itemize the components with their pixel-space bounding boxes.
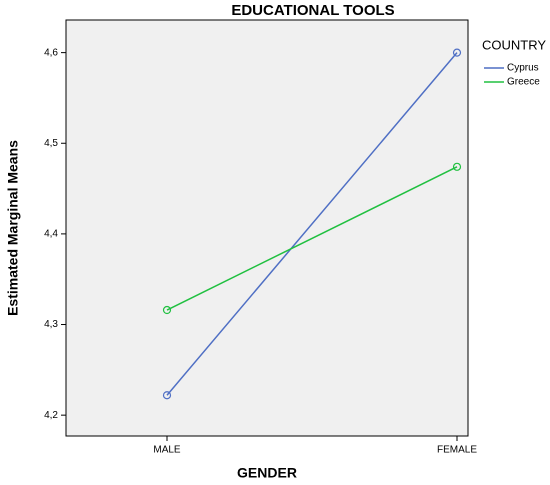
y-tick-label: 4,6 [44, 47, 58, 58]
point-marker [162, 305, 172, 315]
y-tick-label: 4,4 [44, 229, 58, 240]
point-marker [452, 162, 462, 171]
legend-title: COUNTRY [482, 37, 546, 52]
series-line [166, 166, 458, 311]
x-tick-label: FEMALE [437, 445, 477, 456]
point-marker [452, 48, 462, 57]
plot-area [65, 19, 469, 437]
y-tick-label: 4,2 [44, 410, 58, 421]
chart-title: EDUCATIONAL TOOLS [231, 2, 394, 19]
legend-label: Greece [507, 77, 540, 88]
y-axis-title: Estimated Marginal Means [5, 140, 21, 316]
point-marker [162, 391, 172, 400]
series-line [166, 52, 458, 396]
legend-label: Cyprus [507, 63, 539, 74]
x-tick-label: MALE [153, 445, 181, 456]
y-tick-label: 4,3 [44, 319, 58, 330]
x-axis-title: GENDER [237, 465, 297, 481]
y-tick-label: 4,5 [44, 138, 58, 149]
